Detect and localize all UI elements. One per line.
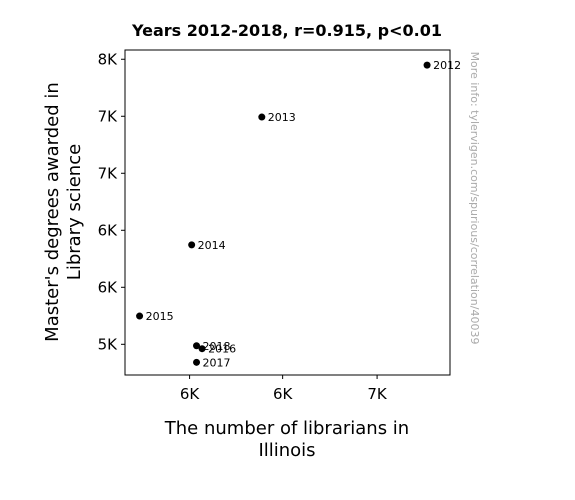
data-point-2015 [136,312,144,320]
data-point-2013 [258,113,266,121]
data-point-2012 [423,61,431,69]
point-label-2012: 2012 [433,59,461,72]
y-tick-label-1: 6K [98,278,119,296]
point-label-2014: 2014 [198,239,226,252]
y-tick-label-4: 7K [98,107,119,125]
point-label-2016: 2016 [208,343,236,356]
y-axis-label-line-1: Master's degrees awarded in [42,82,63,342]
y-tick-label-3: 7K [98,164,119,182]
data-point-2016 [198,345,206,353]
y-tick-label-2: 6K [98,221,119,239]
x-tick-label-2: 7K [367,385,388,403]
point-label-2018: 2018 [203,340,231,353]
y-axis: 5K 6K 6K 7K 7K 8K [98,50,125,353]
point-label-2015: 2015 [146,310,174,323]
y-axis-label-line-2: Library science [64,144,85,280]
chart-title: Years 2012-2018, r=0.915, p<0.01 [131,21,442,40]
point-label-2017: 2017 [203,356,231,369]
plot-frame [124,49,451,376]
data-point-2017 [193,358,201,366]
x-tick-label-0: 6K [180,385,201,403]
y-tick-label-0: 5K [98,335,119,353]
x-axis-label-line-2: Illinois [258,440,315,461]
y-tick-label-5: 8K [98,50,119,68]
source-watermark: More info: tylervigen.com/spurious/corre… [468,52,481,345]
x-tick-label-1: 6K [273,385,294,403]
x-axis-label-line-1: The number of librarians in [164,418,409,439]
x-axis: 6K 6K 7K [180,375,388,403]
data-point-2014 [188,241,196,249]
point-label-2013: 2013 [268,111,296,124]
data-point-2018 [193,342,201,350]
